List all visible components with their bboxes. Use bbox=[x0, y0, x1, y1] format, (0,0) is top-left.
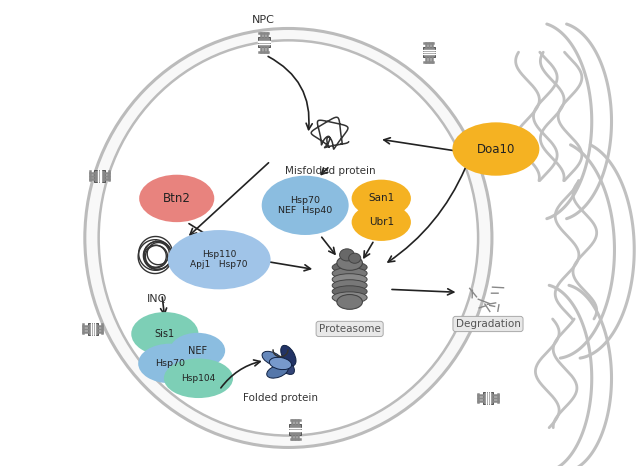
Bar bbox=[258, 37, 270, 47]
Text: Doa10: Doa10 bbox=[477, 143, 515, 156]
Text: Hsp110
Apj1   Hsp70: Hsp110 Apj1 Hsp70 bbox=[190, 250, 248, 269]
Bar bbox=[88, 323, 98, 335]
Bar bbox=[423, 47, 435, 57]
Ellipse shape bbox=[139, 175, 214, 222]
Ellipse shape bbox=[349, 253, 361, 263]
Text: Folded protein: Folded protein bbox=[243, 393, 318, 403]
Ellipse shape bbox=[164, 358, 233, 398]
Bar bbox=[483, 392, 493, 404]
Text: Ubr1: Ubr1 bbox=[369, 217, 394, 227]
Text: Sis1: Sis1 bbox=[155, 329, 175, 339]
Ellipse shape bbox=[262, 351, 283, 366]
Ellipse shape bbox=[99, 40, 478, 436]
Bar bbox=[94, 170, 105, 182]
Ellipse shape bbox=[170, 333, 225, 368]
Text: INQ: INQ bbox=[147, 294, 167, 304]
Ellipse shape bbox=[332, 274, 367, 285]
Text: Degradation: Degradation bbox=[456, 319, 520, 329]
Ellipse shape bbox=[138, 344, 201, 383]
Ellipse shape bbox=[332, 286, 367, 297]
Ellipse shape bbox=[332, 292, 367, 303]
Ellipse shape bbox=[267, 364, 288, 378]
Ellipse shape bbox=[332, 280, 367, 291]
Ellipse shape bbox=[269, 357, 292, 370]
Ellipse shape bbox=[131, 312, 199, 356]
Text: NEF: NEF bbox=[188, 346, 207, 356]
Text: Proteasome: Proteasome bbox=[319, 324, 381, 334]
Text: Hsp70
NEF  Hsp40: Hsp70 NEF Hsp40 bbox=[278, 196, 332, 215]
Ellipse shape bbox=[332, 268, 367, 279]
Text: Btn2: Btn2 bbox=[163, 192, 190, 205]
Text: NPC: NPC bbox=[253, 15, 275, 24]
Ellipse shape bbox=[337, 256, 362, 270]
Ellipse shape bbox=[453, 122, 539, 176]
Ellipse shape bbox=[262, 176, 349, 235]
Ellipse shape bbox=[352, 204, 411, 241]
Bar bbox=[289, 424, 301, 435]
Ellipse shape bbox=[340, 249, 354, 261]
Ellipse shape bbox=[276, 356, 294, 374]
Text: Misfolded protein: Misfolded protein bbox=[285, 166, 375, 176]
Ellipse shape bbox=[85, 29, 492, 447]
Ellipse shape bbox=[352, 180, 411, 217]
Ellipse shape bbox=[281, 345, 296, 366]
Text: Hsp104: Hsp104 bbox=[181, 374, 215, 383]
Ellipse shape bbox=[168, 230, 271, 289]
Text: San1: San1 bbox=[368, 193, 394, 204]
Ellipse shape bbox=[332, 262, 367, 273]
Ellipse shape bbox=[337, 295, 362, 309]
Text: Hsp70: Hsp70 bbox=[155, 359, 185, 368]
